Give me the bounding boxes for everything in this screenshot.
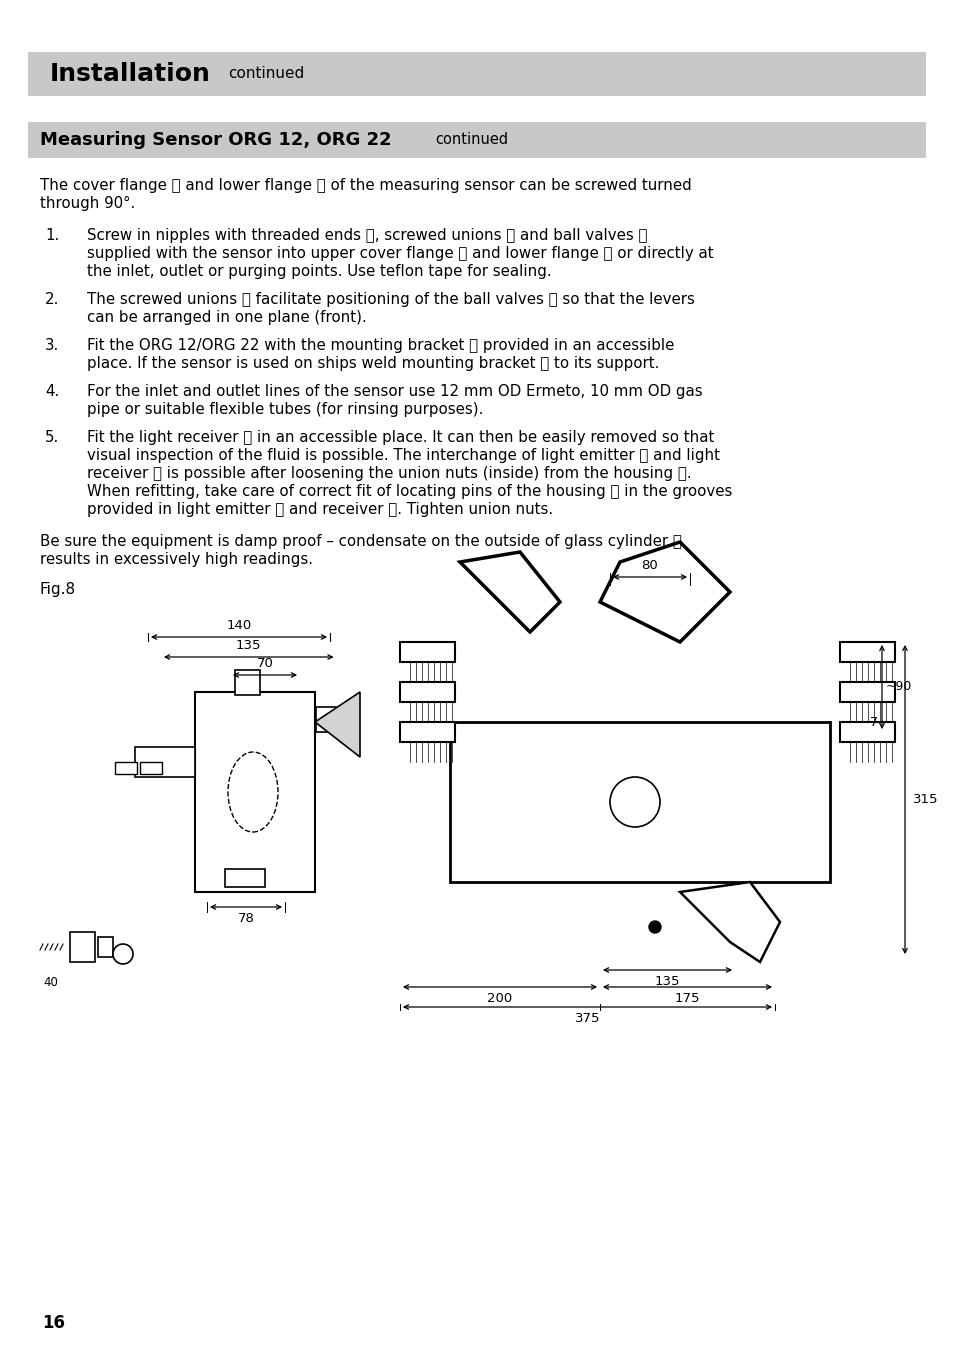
Text: continued: continued xyxy=(228,66,304,81)
Text: provided in light emitter ⓞ and receiver Ⓓ. Tighten union nuts.: provided in light emitter ⓞ and receiver… xyxy=(87,502,553,516)
Text: 200: 200 xyxy=(487,992,512,1005)
Text: ~90: ~90 xyxy=(885,680,911,694)
Bar xyxy=(399,722,455,742)
Bar xyxy=(840,681,894,702)
Text: 78: 78 xyxy=(237,913,254,925)
Bar xyxy=(840,642,894,662)
Bar xyxy=(225,869,265,887)
Circle shape xyxy=(112,944,132,964)
Polygon shape xyxy=(314,692,359,757)
Text: pipe or suitable flexible tubes (for rinsing purposes).: pipe or suitable flexible tubes (for rin… xyxy=(87,402,483,416)
Text: When refitting, take care of correct fit of locating pins of the housing Ⓣ in th: When refitting, take care of correct fit… xyxy=(87,484,732,499)
Bar xyxy=(194,692,314,892)
Text: Fig.8: Fig.8 xyxy=(40,581,76,598)
Text: supplied with the sensor into upper cover flange Ⓒ and lower flange Ⓙ or directl: supplied with the sensor into upper cove… xyxy=(87,246,713,261)
Text: 175: 175 xyxy=(674,992,700,1005)
Bar xyxy=(28,51,925,96)
Text: The cover flange Ⓒ and lower flange Ⓙ of the measuring sensor can be screwed tur: The cover flange Ⓒ and lower flange Ⓙ of… xyxy=(40,178,691,193)
Text: 16: 16 xyxy=(42,1314,65,1332)
Text: the inlet, outlet or purging points. Use teflon tape for sealing.: the inlet, outlet or purging points. Use… xyxy=(87,264,551,279)
Text: 135: 135 xyxy=(654,975,679,988)
Polygon shape xyxy=(679,882,780,963)
Text: results in excessively high readings.: results in excessively high readings. xyxy=(40,552,313,566)
Text: Fit the light receiver Ⓓ in an accessible place. It can then be easily removed s: Fit the light receiver Ⓓ in an accessibl… xyxy=(87,430,714,445)
Text: 375: 375 xyxy=(574,1013,599,1025)
Text: Fit the ORG 12/ORG 22 with the mounting bracket Ⓥ provided in an accessible: Fit the ORG 12/ORG 22 with the mounting … xyxy=(87,338,674,353)
Bar xyxy=(234,671,260,695)
Bar xyxy=(399,681,455,702)
Bar xyxy=(115,763,137,773)
Text: 3.: 3. xyxy=(45,338,59,353)
Text: place. If the sensor is used on ships weld mounting bracket Ⓥ to its support.: place. If the sensor is used on ships we… xyxy=(87,356,659,370)
Bar xyxy=(70,932,95,963)
Text: Screw in nipples with threaded ends Ⓐ, screwed unions ⓟ and ball valves Ⓑ: Screw in nipples with threaded ends Ⓐ, s… xyxy=(87,228,647,243)
Bar xyxy=(28,122,925,158)
Text: 1.: 1. xyxy=(45,228,59,243)
Ellipse shape xyxy=(228,752,277,831)
Circle shape xyxy=(648,921,660,933)
Bar xyxy=(450,722,829,882)
Text: 2.: 2. xyxy=(45,292,59,307)
Text: 80: 80 xyxy=(641,558,658,572)
Bar xyxy=(140,763,162,773)
Text: 135: 135 xyxy=(235,639,261,652)
Bar xyxy=(135,748,194,777)
Text: The screwed unions ⓟ facilitate positioning of the ball valves Ⓑ so that the lev: The screwed unions ⓟ facilitate position… xyxy=(87,292,694,307)
Text: 70: 70 xyxy=(256,657,274,671)
Text: through 90°.: through 90°. xyxy=(40,196,135,211)
Text: can be arranged in one plane (front).: can be arranged in one plane (front). xyxy=(87,310,366,324)
Bar xyxy=(840,722,894,742)
Text: 315: 315 xyxy=(912,794,938,806)
Text: continued: continued xyxy=(435,132,508,147)
Bar xyxy=(98,937,112,957)
Text: 4.: 4. xyxy=(45,384,59,399)
Bar xyxy=(315,707,351,731)
Circle shape xyxy=(609,777,659,827)
Text: 140: 140 xyxy=(226,619,252,631)
Bar xyxy=(399,642,455,662)
Text: 40: 40 xyxy=(43,976,58,988)
Text: 5.: 5. xyxy=(45,430,59,445)
Text: Be sure the equipment is damp proof – condensate on the outside of glass cylinde: Be sure the equipment is damp proof – co… xyxy=(40,534,681,549)
Text: 7: 7 xyxy=(869,715,877,729)
Text: Measuring Sensor ORG 12, ORG 22: Measuring Sensor ORG 12, ORG 22 xyxy=(40,131,392,149)
Text: visual inspection of the fluid is possible. The interchange of light emitter ⓞ a: visual inspection of the fluid is possib… xyxy=(87,448,720,462)
Text: For the inlet and outlet lines of the sensor use 12 mm OD Ermeto, 10 mm OD gas: For the inlet and outlet lines of the se… xyxy=(87,384,702,399)
Text: receiver Ⓓ is possible after loosening the union nuts (inside) from the housing : receiver Ⓓ is possible after loosening t… xyxy=(87,466,691,481)
Text: Installation: Installation xyxy=(50,62,211,87)
